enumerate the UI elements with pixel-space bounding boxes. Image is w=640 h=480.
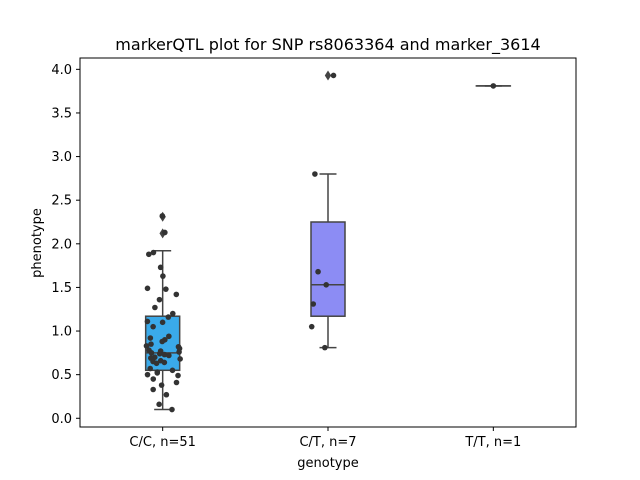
data-point <box>158 382 165 388</box>
data-point <box>144 285 151 292</box>
x-axis-label: genotype <box>297 456 358 471</box>
y-tick-label: 4.0 <box>51 63 72 78</box>
data-point <box>163 286 169 292</box>
y-tick-label: 2.5 <box>51 194 72 209</box>
data-point <box>312 171 318 177</box>
data-point <box>147 335 154 341</box>
data-point <box>153 360 160 367</box>
data-point <box>148 350 155 356</box>
data-point <box>147 365 153 372</box>
y-tick-label: 1.5 <box>51 281 72 296</box>
data-point <box>310 301 317 307</box>
data-point <box>159 338 166 345</box>
data-point <box>150 249 157 256</box>
data-point <box>156 296 163 303</box>
y-tick-label: 3.5 <box>51 106 72 121</box>
data-point <box>176 349 182 355</box>
data-point <box>143 343 150 349</box>
data-point <box>166 352 172 359</box>
data-point <box>161 351 168 358</box>
data-point <box>144 371 151 378</box>
data-point <box>166 333 172 340</box>
data-point <box>490 83 497 89</box>
chart-title: markerQTL plot for SNP rs8063364 and mar… <box>115 35 540 55</box>
data-point <box>173 379 180 386</box>
data-point <box>165 314 172 320</box>
data-point <box>146 251 152 258</box>
y-tick-label: 1.0 <box>51 325 72 340</box>
data-point <box>150 323 156 330</box>
data-point <box>169 406 175 413</box>
data-point <box>323 282 330 288</box>
y-tick-label: 2.0 <box>51 237 72 252</box>
y-tick-label: 3.0 <box>51 150 72 165</box>
data-point <box>156 401 162 408</box>
data-point <box>177 356 183 362</box>
data-point <box>152 304 158 311</box>
data-point <box>150 386 156 393</box>
x-tick-label: C/T, n=7 <box>299 435 356 450</box>
y-tick-label: 0.0 <box>51 412 72 427</box>
data-point <box>157 264 164 271</box>
data-point <box>160 273 166 279</box>
data-point <box>154 370 161 376</box>
data-point <box>330 72 337 79</box>
data-point <box>315 268 321 275</box>
outlier-marker <box>324 70 332 81</box>
data-point <box>159 319 166 326</box>
data-point <box>162 229 168 236</box>
data-point <box>308 323 315 330</box>
data-point <box>159 213 166 219</box>
data-point <box>173 291 180 298</box>
data-point <box>169 310 176 317</box>
data-point <box>175 372 181 379</box>
x-tick-label: T/T, n=1 <box>464 435 521 450</box>
data-point <box>150 376 157 382</box>
plot-frame <box>79 57 577 428</box>
data-point <box>144 318 151 325</box>
data-point <box>322 344 328 351</box>
data-point <box>156 350 163 357</box>
box <box>310 221 346 317</box>
y-tick-label: 0.5 <box>51 368 72 383</box>
data-point <box>169 367 176 374</box>
data-point <box>148 341 154 347</box>
data-point <box>161 359 168 366</box>
y-axis-label: phenotype <box>30 208 45 278</box>
x-tick-label: C/C, n=51 <box>129 435 195 450</box>
data-point <box>163 391 170 398</box>
